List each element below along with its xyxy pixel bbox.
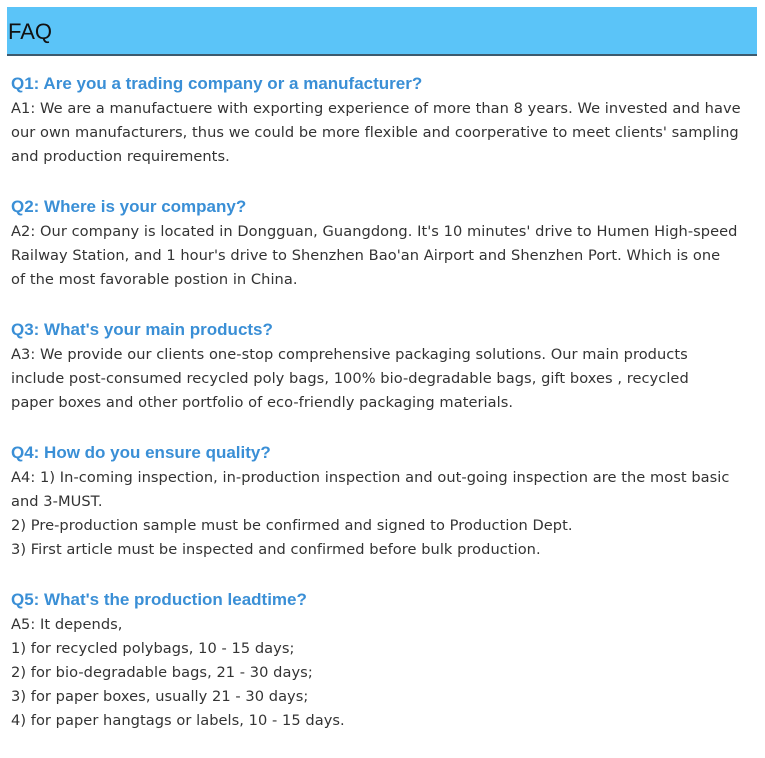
faq-question: Q1: Are you a trading company or a manuf… <box>11 74 423 93</box>
faq-answer-line: A3: We provide our clients one-stop comp… <box>11 346 688 363</box>
faq-header: FAQ <box>7 7 757 56</box>
faq-answer-line: 2) Pre-production sample must be confirm… <box>11 517 573 534</box>
faq-answer-line: A5: It depends, <box>11 616 123 633</box>
faq-question: Q5: What's the production leadtime? <box>11 590 307 609</box>
faq-answer-line: and production requirements. <box>11 148 230 165</box>
faq-answer-line: 3) for paper boxes, usually 21 - 30 days… <box>11 688 309 705</box>
page-title: FAQ <box>8 19 53 44</box>
faq-answer-line: paper boxes and other portfolio of eco-f… <box>11 394 514 411</box>
faq-question: Q2: Where is your company? <box>11 197 247 216</box>
faq-answer-line: A1: We are a manufactuere with exporting… <box>11 100 741 117</box>
faq-answer-line: 1) for recycled polybags, 10 - 15 days; <box>11 640 295 657</box>
faq-list: Q1: Are you a trading company or a manuf… <box>11 71 761 758</box>
faq-answer-line: 2) for bio-degradable bags, 21 - 30 days… <box>11 664 313 681</box>
faq-item: Q3: What's your main products? A3: We pro… <box>11 317 761 415</box>
faq-answer-line: A4: 1) In-coming inspection, in-producti… <box>11 469 730 486</box>
faq-item: Q2: Where is your company? A2: Our compan… <box>11 194 761 292</box>
faq-item: Q5: What's the production leadtime? A5: I… <box>11 587 761 733</box>
faq-answer-line: 4) for paper hangtags or labels, 10 - 15… <box>11 712 345 729</box>
faq-answer-line: A2: Our company is located in Dongguan, … <box>11 223 738 240</box>
faq-item: Q1: Are you a trading company or a manuf… <box>11 71 761 169</box>
faq-item: Q4: How do you ensure quality? A4: 1) In-… <box>11 440 761 562</box>
faq-answer-line: and 3-MUST. <box>11 493 103 510</box>
faq-question: Q3: What's your main products? <box>11 320 273 339</box>
faq-answer-line: include post-consumed recycled poly bags… <box>11 370 689 387</box>
faq-answer-line: of the most favorable postion in China. <box>11 271 298 288</box>
faq-answer-line: our own manufacturers, thus we could be … <box>11 124 739 141</box>
faq-question: Q4: How do you ensure quality? <box>11 443 271 462</box>
faq-answer-line: 3) First article must be inspected and c… <box>11 541 541 558</box>
faq-answer-line: Railway Station, and 1 hour's drive to S… <box>11 247 721 264</box>
